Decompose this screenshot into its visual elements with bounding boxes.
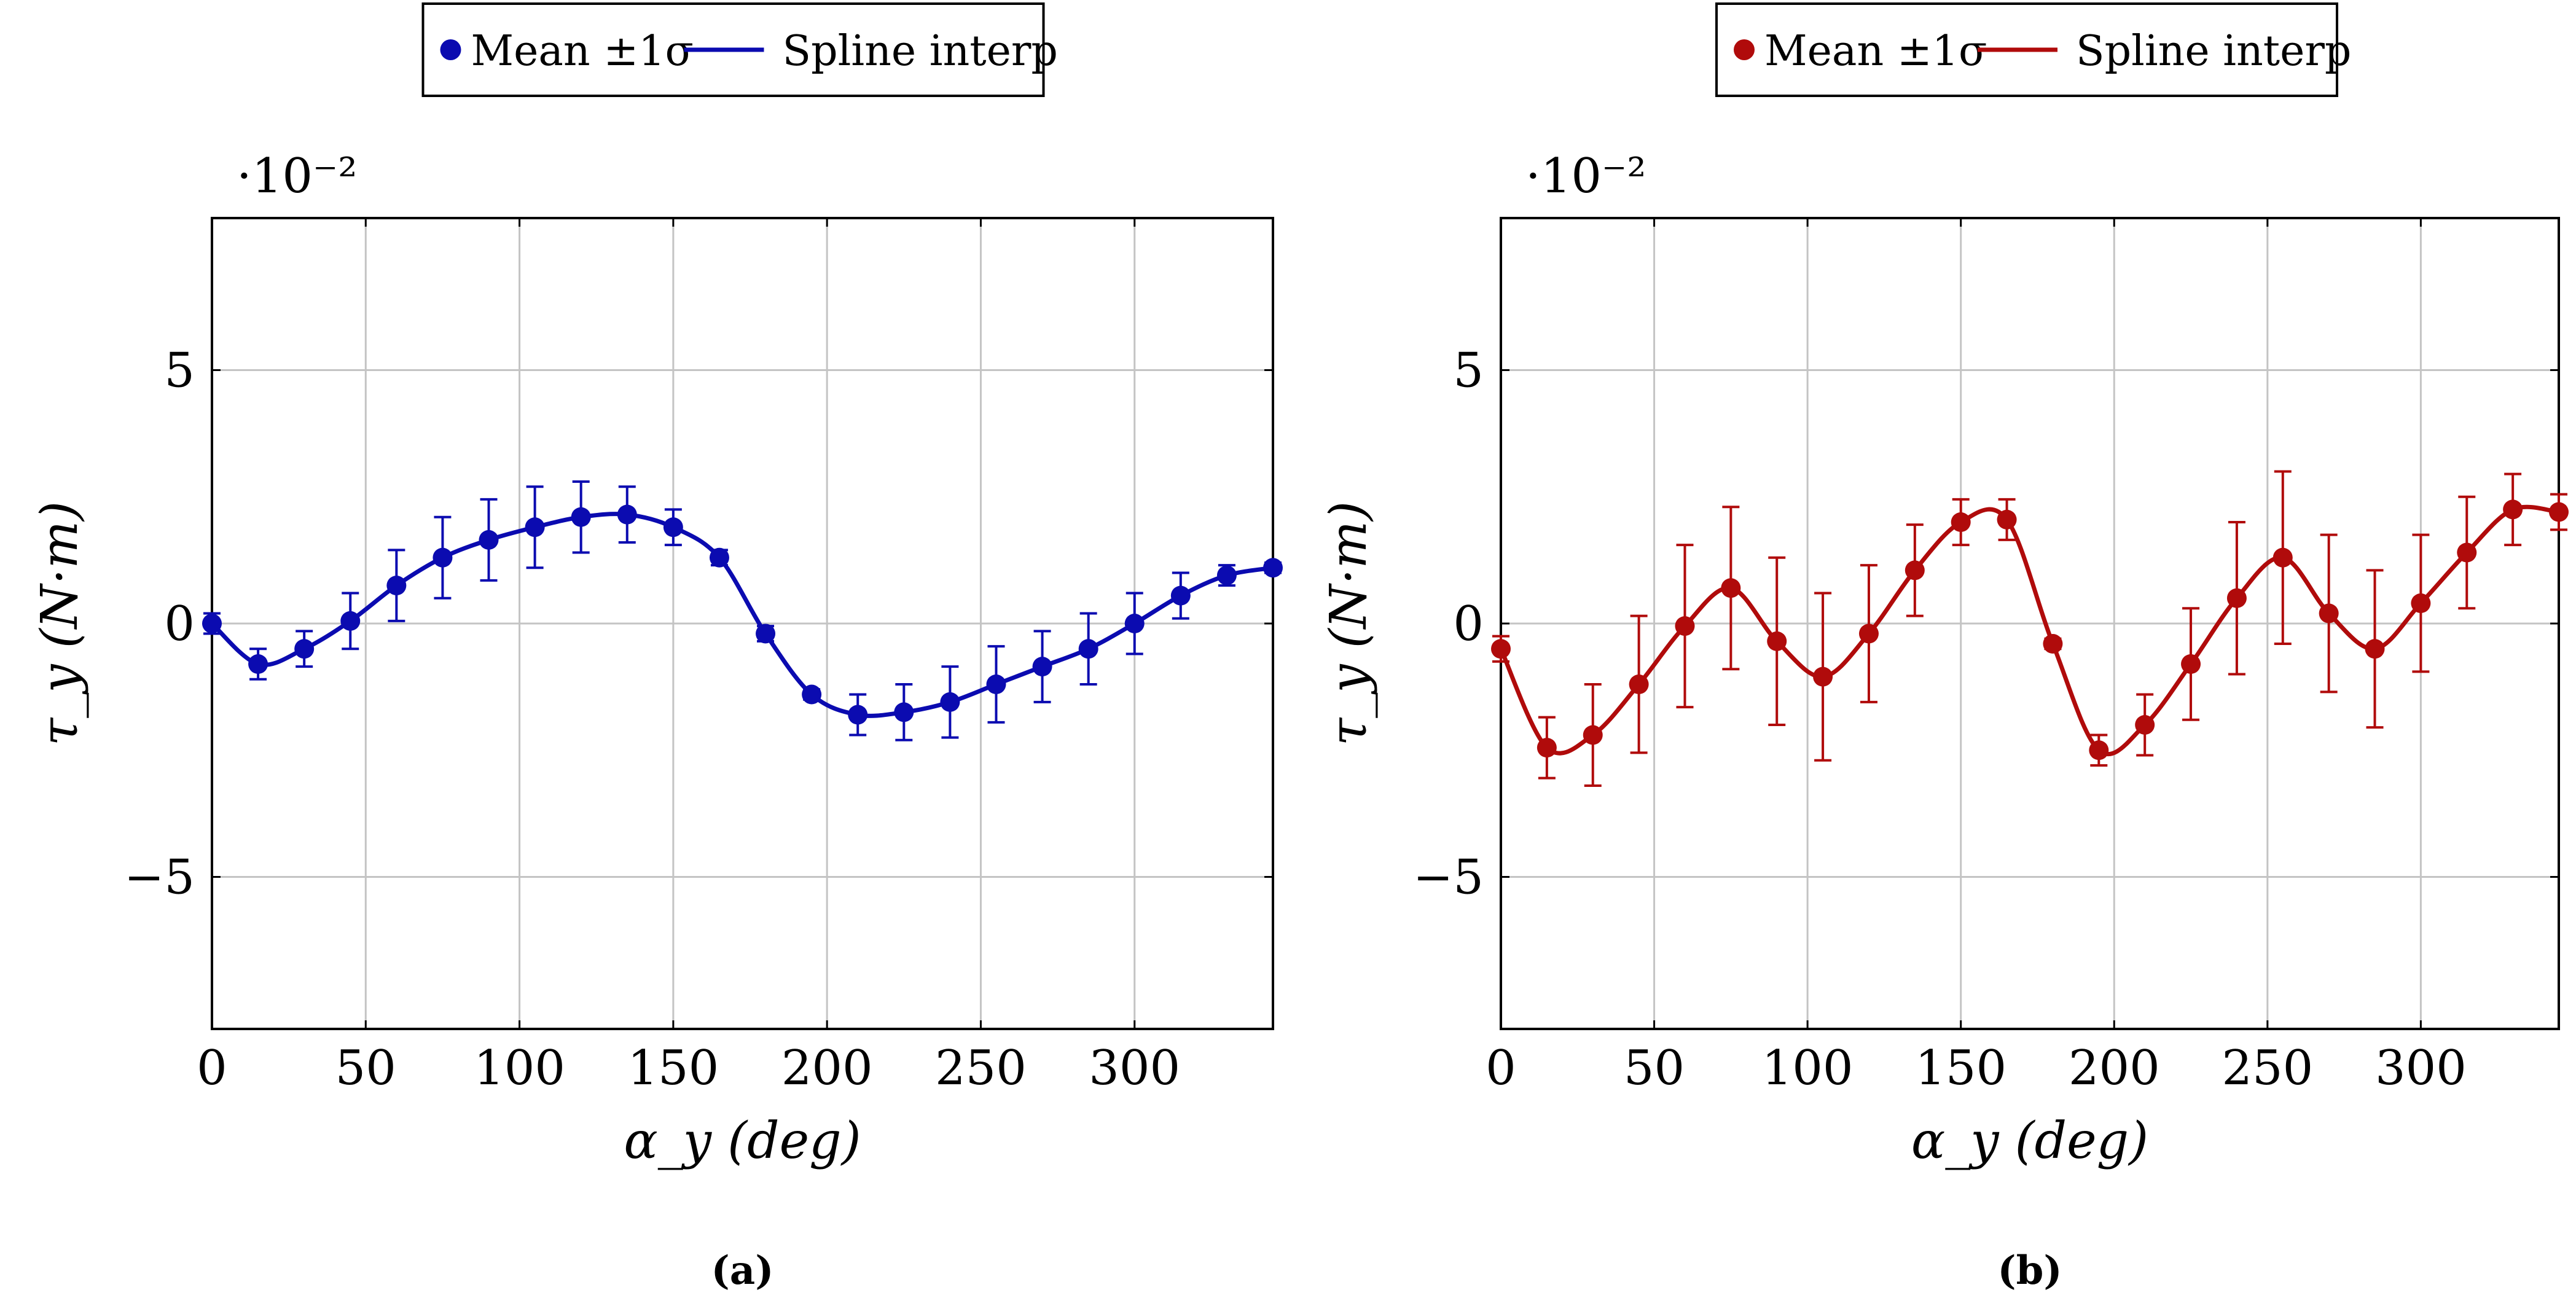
x-axis-label: α_y (deg) bbox=[1911, 1112, 2148, 1170]
data-point bbox=[802, 684, 822, 705]
data-point bbox=[202, 614, 222, 633]
data-point bbox=[1170, 585, 1191, 606]
legend-entry-mean: Mean ±1σ bbox=[471, 27, 694, 76]
data-point bbox=[1675, 616, 1695, 636]
data-point bbox=[2319, 603, 2339, 624]
data-point bbox=[525, 517, 545, 538]
legend-entry-mean: Mean ±1σ bbox=[1764, 27, 1987, 76]
data-point bbox=[1721, 578, 1741, 598]
y-tick-label: 5 bbox=[1453, 343, 1484, 399]
x-tick-label: 0 bbox=[1486, 1041, 1516, 1096]
data-point bbox=[2043, 634, 2063, 654]
data-point bbox=[1216, 565, 1237, 585]
legend-marker-icon bbox=[1734, 39, 1755, 60]
data-point bbox=[1997, 509, 2017, 530]
y-tick-label: 0 bbox=[164, 596, 195, 652]
data-point bbox=[2181, 654, 2201, 674]
x-axis-label: α_y (deg) bbox=[624, 1112, 861, 1170]
y-tick-label: 0 bbox=[1453, 596, 1484, 652]
data-point bbox=[2457, 542, 2477, 563]
data-point bbox=[940, 692, 960, 712]
x-tick-label: 100 bbox=[474, 1041, 565, 1096]
x-tick-label: 300 bbox=[2375, 1041, 2467, 1096]
y-tick-label: 5 bbox=[164, 343, 195, 399]
y-scale-label: ·10⁻² bbox=[237, 149, 358, 204]
x-tick-label: 200 bbox=[2069, 1041, 2160, 1096]
data-point bbox=[1583, 725, 1603, 745]
x-tick-label: 100 bbox=[1762, 1041, 1854, 1096]
x-tick-label: 250 bbox=[2222, 1041, 2313, 1096]
data-point bbox=[756, 624, 776, 644]
y-axis-label: τ_y (N·m) bbox=[31, 501, 89, 746]
x-tick-label: 50 bbox=[335, 1041, 396, 1096]
panel-label: (a) bbox=[711, 1248, 773, 1294]
x-tick-label: 150 bbox=[1915, 1041, 2006, 1096]
data-point bbox=[709, 547, 729, 568]
legend-entry-spline: Spline interp bbox=[783, 27, 1058, 76]
x-tick-label: 300 bbox=[1089, 1041, 1180, 1096]
data-point bbox=[1629, 674, 1649, 694]
data-point bbox=[2549, 502, 2569, 522]
data-point bbox=[894, 702, 914, 722]
data-point bbox=[2503, 499, 2523, 520]
legend-marker-icon bbox=[440, 39, 461, 60]
data-point bbox=[986, 674, 1006, 694]
y-scale-label: ·10⁻² bbox=[1525, 149, 1646, 204]
data-point bbox=[1124, 614, 1145, 633]
data-point bbox=[2411, 593, 2431, 613]
data-point bbox=[1767, 631, 1787, 651]
data-point bbox=[1032, 657, 1052, 677]
x-tick-label: 50 bbox=[1624, 1041, 1685, 1096]
x-tick-label: 250 bbox=[935, 1041, 1027, 1096]
data-point bbox=[2226, 588, 2247, 608]
data-point bbox=[617, 504, 637, 525]
data-point bbox=[1951, 512, 1971, 532]
data-point bbox=[248, 654, 268, 674]
y-tick-label: −5 bbox=[124, 850, 195, 905]
x-tick-label: 200 bbox=[781, 1041, 873, 1096]
data-point bbox=[294, 639, 315, 659]
y-tick-label: −5 bbox=[1413, 850, 1484, 905]
x-tick-label: 150 bbox=[627, 1041, 719, 1096]
data-point bbox=[1537, 738, 1557, 758]
spline-curve bbox=[1498, 504, 2559, 757]
data-point bbox=[2273, 547, 2293, 568]
data-point bbox=[1078, 639, 1098, 659]
data-point bbox=[479, 530, 499, 550]
data-point bbox=[2135, 715, 2155, 735]
data-point bbox=[2365, 639, 2385, 659]
data-point bbox=[848, 705, 868, 725]
data-point bbox=[663, 517, 683, 538]
data-point bbox=[340, 611, 361, 631]
data-point bbox=[2089, 740, 2109, 760]
data-point bbox=[1813, 667, 1833, 687]
panel-label: (b) bbox=[1997, 1248, 2062, 1294]
spline-curve bbox=[210, 512, 1274, 718]
data-point bbox=[571, 507, 591, 527]
data-point bbox=[433, 547, 453, 568]
data-point bbox=[1491, 639, 1511, 659]
data-point bbox=[386, 576, 407, 596]
legend-entry-spline: Spline interp bbox=[2076, 27, 2351, 76]
x-tick-label: 0 bbox=[197, 1041, 227, 1096]
y-axis-label: τ_y (N·m) bbox=[1320, 501, 1378, 746]
data-point bbox=[1263, 558, 1283, 578]
data-point bbox=[1858, 624, 1879, 644]
data-point bbox=[1905, 560, 1925, 581]
